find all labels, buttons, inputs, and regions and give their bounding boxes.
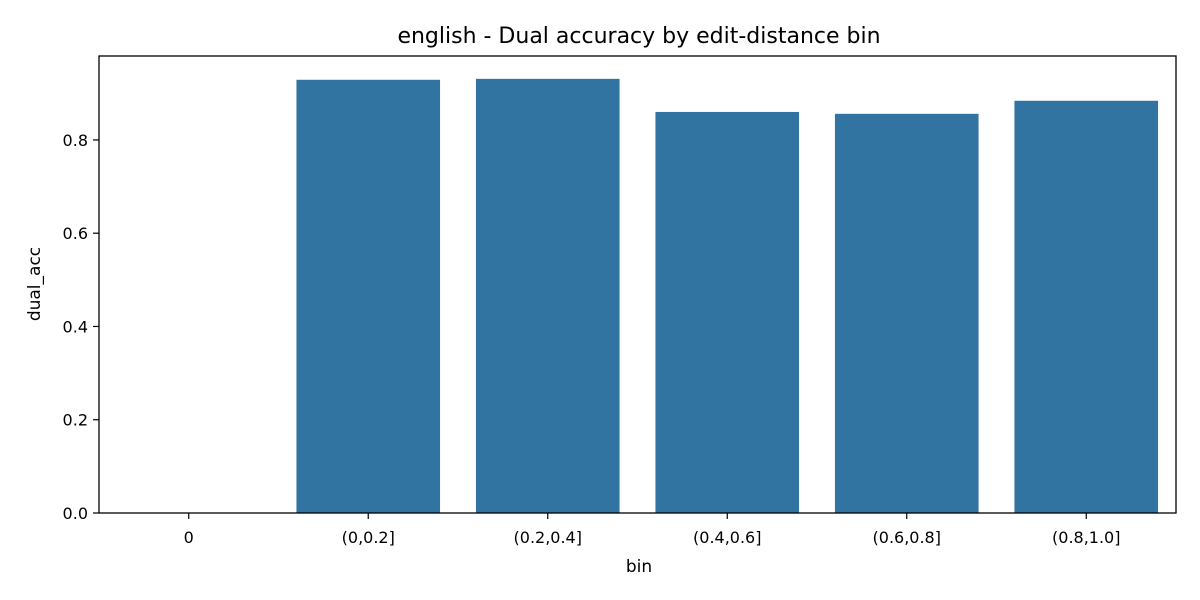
x-tick-label-5: (0.8,1.0] xyxy=(1052,528,1120,547)
x-tick-label-4: (0.6,0.8] xyxy=(873,528,941,547)
y-axis-label: dual_acc xyxy=(25,247,45,321)
plot-frame xyxy=(98,55,1177,514)
x-axis: 0 (0,0.2] (0.2,0.4] (0.4,0.6] (0.6,0.8] (0.8,… xyxy=(184,513,1120,547)
y-tick-label-4: 0.8 xyxy=(63,131,88,150)
x-tick-label-1: (0,0.2] xyxy=(342,528,395,547)
y-tick-label-0: 0.0 xyxy=(63,504,88,523)
bar-4 xyxy=(834,113,979,513)
y-tick-label-1: 0.2 xyxy=(63,411,88,430)
chart-title: english - Dual accuracy by edit-distance… xyxy=(397,24,880,49)
x-tick-label-3: (0.4,0.6] xyxy=(693,528,761,547)
x-tick-label-2: (0.2,0.4] xyxy=(514,528,582,547)
x-axis-label: bin xyxy=(626,557,652,577)
bar-3 xyxy=(655,111,800,514)
y-tick-label-2: 0.4 xyxy=(63,317,88,336)
bars-group xyxy=(296,78,1159,514)
x-tick-label-0: 0 xyxy=(184,528,194,547)
y-axis: 0.0 0.2 0.4 0.6 0.8 xyxy=(63,131,99,523)
bar-5 xyxy=(1014,100,1159,514)
bar-2 xyxy=(475,78,620,513)
bar-1 xyxy=(296,79,441,513)
y-tick-label-3: 0.6 xyxy=(63,224,88,243)
